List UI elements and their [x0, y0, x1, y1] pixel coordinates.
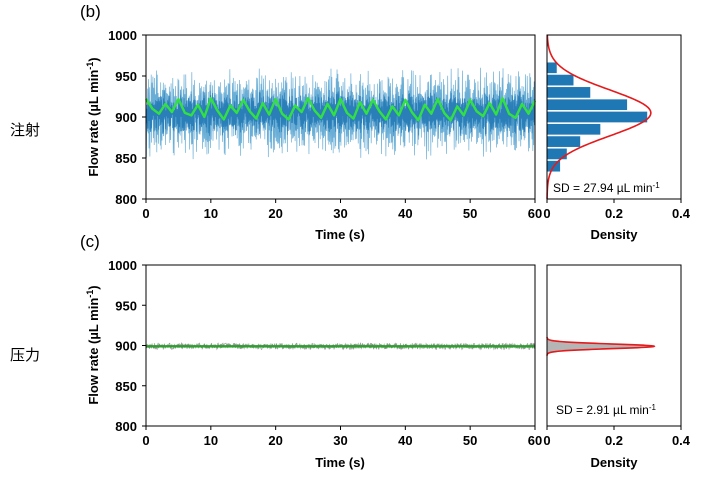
histogram-bar-b	[546, 135, 581, 148]
panel-c: (c) 压力 0 10 20 30 40 50 60 800 850 900 950 1000 Flo…	[10, 232, 691, 470]
x-tick-label-c: 0	[142, 433, 149, 448]
y-tick-label-b: 800	[115, 192, 137, 207]
x-tick-label-b: 0	[142, 206, 149, 221]
density-axis-title-c: Density	[591, 455, 639, 470]
sd-label-b: SD = 27.94 µL min-1	[553, 181, 660, 196]
y-tick-label-c: 850	[115, 379, 137, 394]
x-tick-label-c: 50	[463, 433, 477, 448]
density-tick-label-b: 0.2	[605, 206, 623, 221]
timeseries-c-series	[145, 341, 536, 351]
histogram-b-series	[546, 34, 652, 200]
histogram-c-series	[546, 336, 656, 356]
histogram-bar-b	[546, 147, 568, 160]
sd-label-c: SD = 2.91 µL min-1	[556, 403, 657, 418]
y-tick-label-c: 950	[115, 298, 137, 313]
gaussian-fit-b	[546, 34, 652, 200]
y-tick-label-c: 900	[115, 339, 137, 354]
histogram-bar-b	[546, 123, 601, 136]
density-tick-label-c: 0	[543, 433, 550, 448]
x-tick-label-b: 30	[333, 206, 347, 221]
x-tick-label-c: 10	[204, 433, 218, 448]
panel-label-c: (c)	[80, 232, 100, 251]
x-tick-label-c: 20	[268, 433, 282, 448]
density-tick-label-c: 0.4	[672, 433, 691, 448]
histogram-c-ticks: 0 0.2 0.4	[543, 426, 691, 448]
density-axis-title-b: Density	[591, 227, 639, 242]
x-axis-title-c: Time (s)	[315, 455, 365, 470]
smoothed-line-b	[144, 96, 537, 122]
density-tick-label-b: 0.4	[672, 206, 691, 221]
y-tick-label-b: 850	[115, 151, 137, 166]
x-tick-label-b: 50	[463, 206, 477, 221]
gaussian-fit-c	[546, 336, 656, 356]
panel-label-b: (b)	[80, 2, 101, 21]
raw-trace-dark-c	[145, 343, 536, 350]
histogram-bar-b	[546, 98, 628, 111]
x-tick-label-b: 40	[398, 206, 412, 221]
side-label-b: 注射	[10, 121, 40, 139]
timeseries-b-series	[144, 67, 537, 160]
x-tick-label-c: 30	[333, 433, 347, 448]
x-tick-label-b: 10	[204, 206, 218, 221]
density-tick-label-b: 0	[543, 206, 550, 221]
histogram-bar-b	[546, 61, 558, 74]
side-label-c: 压力	[10, 346, 40, 364]
histogram-fill-c	[547, 336, 655, 356]
x-tick-label-c: 60	[528, 433, 542, 448]
y-axis-title-b: Flow rate (µL min-1)	[85, 57, 101, 176]
y-tick-label-b: 950	[115, 69, 137, 84]
y-axis-title-c: Flow rate (µL min-1)	[85, 285, 101, 404]
x-axis-title-b: Time (s)	[315, 227, 365, 242]
x-tick-label-b: 20	[268, 206, 282, 221]
y-tick-label-b: 900	[115, 110, 137, 125]
raw-trace-light-b	[145, 67, 536, 160]
y-tick-label-c: 800	[115, 419, 137, 434]
histogram-b-ticks: 0 0.2 0.4	[543, 199, 691, 221]
timeseries-b-ticks: 0 10 20 30 40 50 60 800 850 900 950 1000	[108, 28, 542, 221]
x-tick-label-b: 60	[528, 206, 542, 221]
histogram-bar-b	[546, 86, 591, 99]
y-tick-label-b: 1000	[108, 28, 137, 43]
timeseries-c-ticks: 0 10 20 30 40 50 60 800 850 900 950 1000	[108, 258, 542, 448]
histogram-bar-b	[546, 74, 575, 87]
histogram-bar-b	[546, 111, 648, 123]
y-tick-label-c: 1000	[108, 258, 137, 273]
x-tick-label-c: 40	[398, 433, 412, 448]
density-tick-label-c: 0.2	[605, 433, 623, 448]
panel-b: (b) 注射 0 10 20 30 40 50 60 800 850 900 950 1000 Flo…	[10, 2, 691, 242]
